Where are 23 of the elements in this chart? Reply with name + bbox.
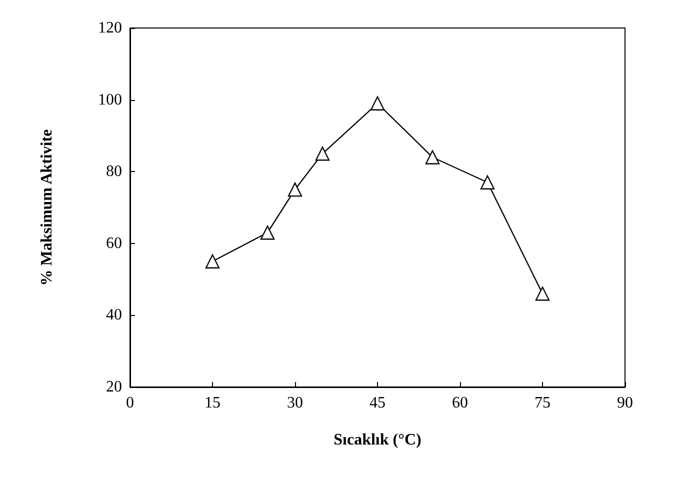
y-tick-label: 60 <box>106 234 122 252</box>
point <box>288 182 302 197</box>
x-tick-label: 15 <box>204 394 220 412</box>
y-tick-label: 20 <box>106 378 122 396</box>
x-tick-label: 90 <box>617 394 633 412</box>
x-axis-title: Sıcaklık (°C) <box>334 432 422 448</box>
x-tick-label: 45 <box>370 394 386 412</box>
point <box>260 226 275 240</box>
x-tick-label: 30 <box>287 394 303 412</box>
point <box>315 146 330 161</box>
y-tick-label: 80 <box>106 163 122 180</box>
x-tick-label: 0 <box>126 394 134 412</box>
x-tick-label: 60 <box>452 394 468 412</box>
point <box>535 286 550 301</box>
point <box>425 150 440 164</box>
y-tick-label: 40 <box>106 306 122 324</box>
y-tick-label: 100 <box>98 91 122 108</box>
point <box>370 96 385 110</box>
x-tick-label: 75 <box>534 394 550 412</box>
y-axis-title: % Maksimum Aktivite <box>38 129 56 286</box>
point <box>480 175 495 190</box>
y-tick-label: 120 <box>98 20 122 36</box>
point <box>205 254 220 268</box>
